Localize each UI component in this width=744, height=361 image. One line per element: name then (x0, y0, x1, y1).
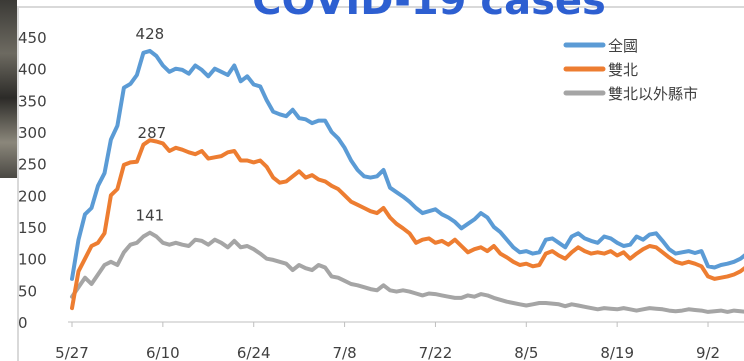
x-tick-label: 7/22 (419, 344, 453, 361)
y-tick-label: 50 (18, 282, 37, 300)
x-tick-label: 8/19 (600, 344, 634, 361)
series-line-1 (70, 138, 744, 311)
x-tick-label: 5/27 (55, 344, 89, 361)
x-tick-label: 8/5 (514, 344, 538, 361)
legend-label: 雙北 (608, 61, 638, 79)
y-tick-label: 350 (18, 92, 47, 110)
y-tick-label: 450 (18, 29, 47, 47)
y-tick-label: 400 (18, 61, 47, 79)
data-label: 287 (138, 124, 167, 142)
x-tick-label: 6/24 (237, 344, 271, 361)
data-label: 428 (136, 25, 165, 43)
series-line-0 (70, 48, 744, 281)
background-photo-strip (0, 0, 17, 178)
legend-label: 全國 (608, 37, 638, 55)
chart-title: COVID-19 cases (239, 0, 619, 16)
series-line-2 (70, 230, 744, 314)
y-tick-label: 100 (18, 251, 47, 269)
x-tick-label: 9/2 (696, 344, 720, 361)
chart-title-band: COVID-19 cases (239, 0, 619, 16)
y-tick-label: 300 (18, 124, 47, 142)
y-tick-label: 0 (18, 314, 28, 332)
data-label: 141 (136, 207, 165, 225)
x-tick-label: 6/10 (146, 344, 180, 361)
y-tick-label: 250 (18, 156, 47, 174)
legend-label: 雙北以外縣市 (608, 85, 698, 103)
x-tick-label: 7/8 (333, 344, 357, 361)
y-tick-label: 200 (18, 187, 47, 205)
y-tick-label: 150 (18, 219, 47, 237)
